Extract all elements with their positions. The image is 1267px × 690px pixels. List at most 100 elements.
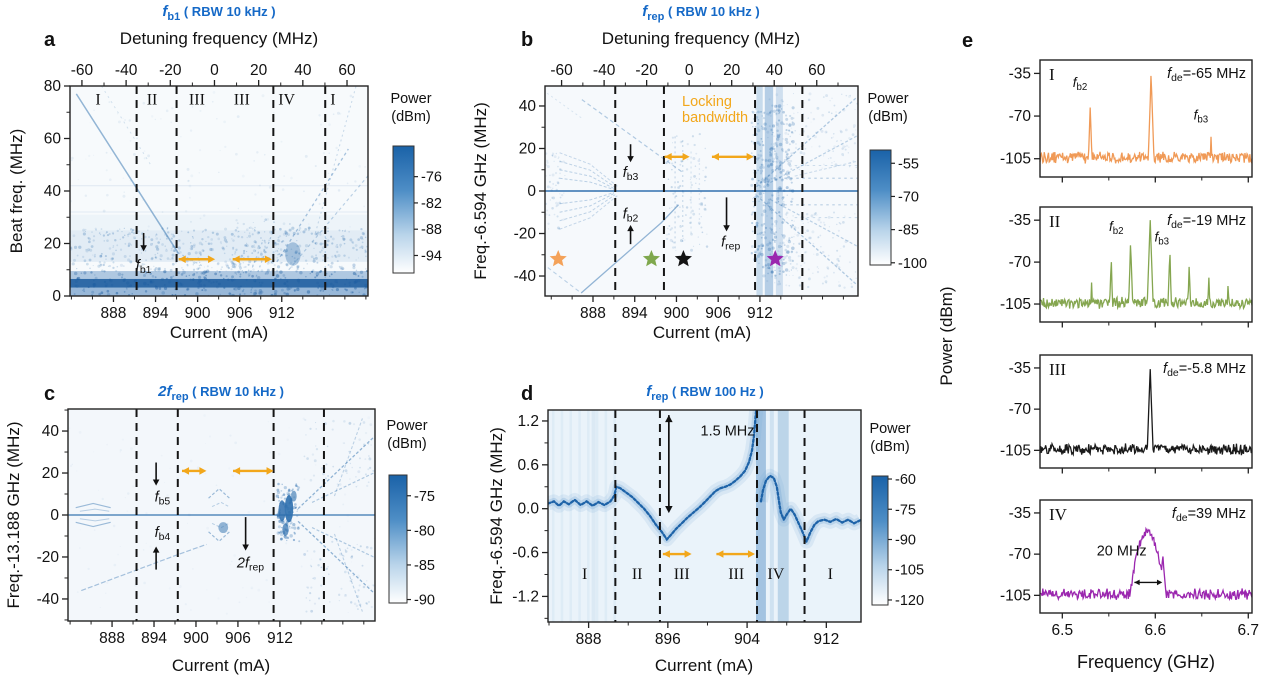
svg-text:900: 900 [183, 630, 209, 647]
svg-text:6.7: 6.7 [1237, 622, 1259, 639]
svg-text:fb2: fb2 [1109, 219, 1124, 237]
svg-text:40: 40 [294, 62, 312, 79]
svg-text:-70: -70 [1009, 401, 1032, 418]
svg-text:-40: -40 [593, 62, 616, 79]
svg-text:-88: -88 [421, 222, 442, 238]
svg-text:-40: -40 [37, 591, 60, 608]
svg-text:-90: -90 [414, 593, 435, 609]
svg-text:-70: -70 [898, 189, 919, 205]
svg-text:912: 912 [269, 305, 295, 322]
svg-text:1.5 MHz: 1.5 MHz [701, 424, 755, 440]
svg-text:fb4: fb4 [155, 525, 171, 543]
svg-text:888: 888 [576, 631, 602, 648]
svg-text:-75: -75 [414, 489, 435, 505]
svg-text:-85: -85 [898, 223, 919, 239]
svg-text:III: III [1049, 360, 1066, 379]
svg-text:912: 912 [267, 630, 293, 647]
svg-text:6.5: 6.5 [1052, 622, 1074, 639]
svg-text:fde=-5.8 MHz: fde=-5.8 MHz [1163, 361, 1246, 379]
svg-text:-105: -105 [1000, 296, 1031, 313]
svg-text:-20: -20 [635, 62, 658, 79]
svg-text:III: III [234, 91, 250, 108]
svg-text:20 MHz: 20 MHz [1097, 543, 1147, 559]
svg-text:900: 900 [664, 305, 690, 322]
svg-text:IV: IV [767, 566, 784, 583]
svg-text:-70: -70 [1009, 254, 1032, 271]
panel-b-title: frep ( RBW 10 kHz ) [642, 3, 760, 23]
panel-c-title: 2frep ( RBW 10 kHz ) [158, 383, 284, 403]
svg-text:-40: -40 [514, 268, 537, 285]
svg-text:-94: -94 [421, 248, 442, 264]
svg-text:888: 888 [101, 305, 127, 322]
panel-e-letter: e [962, 30, 974, 52]
svg-text:0.0: 0.0 [517, 501, 539, 518]
svg-text:0: 0 [52, 288, 61, 305]
svg-text:-0.6: -0.6 [512, 545, 539, 562]
svg-text:-120: -120 [895, 593, 924, 609]
svg-text:bandwidth: bandwidth [682, 110, 748, 126]
panel-c-x-label: Current (mA) [171, 656, 271, 675]
panel-d-y-label: Freq.-6.594 GHz (MHz) [487, 427, 506, 605]
panel-b-top-axis-label: Detuning frequency (MHz) [601, 29, 801, 48]
svg-text:40: 40 [42, 423, 60, 440]
panel-b-x-label: Current (mA) [652, 323, 752, 342]
svg-text:I: I [582, 566, 587, 583]
svg-text:-105: -105 [1000, 442, 1031, 459]
svg-text:fb3: fb3 [623, 165, 639, 183]
svg-text:II: II [1049, 212, 1061, 231]
panel-d-title: frep ( RBW 100 Hz ) [646, 383, 764, 403]
svg-text:-105: -105 [1000, 587, 1031, 604]
svg-text:II: II [147, 91, 158, 108]
svg-text:-20: -20 [159, 62, 182, 79]
svg-text:-35: -35 [1009, 65, 1031, 82]
svg-text:912: 912 [747, 305, 773, 322]
svg-text:I: I [1049, 65, 1055, 84]
svg-text:-85: -85 [414, 558, 435, 574]
svg-text:III: III [728, 566, 744, 583]
svg-text:IV: IV [278, 91, 295, 108]
svg-text:I: I [828, 566, 833, 583]
svg-text:894: 894 [143, 305, 169, 322]
svg-text:III: III [674, 566, 690, 583]
svg-text:60: 60 [338, 62, 356, 79]
svg-text:-60: -60 [550, 62, 573, 79]
panel-b-y-label: Freq.-6.594 GHz (MHz) [471, 102, 490, 280]
svg-text:II: II [632, 566, 643, 583]
svg-text:20: 20 [42, 465, 60, 482]
svg-text:-75: -75 [895, 502, 916, 518]
svg-text:-90: -90 [895, 532, 916, 548]
svg-text:-20: -20 [37, 549, 60, 566]
svg-text:2frep: 2frep [236, 555, 264, 573]
svg-text:20: 20 [44, 236, 62, 253]
svg-text:40: 40 [44, 183, 62, 200]
panel-a-title: fb1 ( RBW 10 kHz ) [162, 3, 276, 23]
svg-text:0.6: 0.6 [517, 457, 539, 474]
svg-text:-1.2: -1.2 [512, 588, 539, 605]
svg-text:fb5: fb5 [155, 489, 171, 507]
svg-text:40: 40 [766, 62, 784, 79]
panel-a-y-label: Beat freq. (MHz) [7, 128, 26, 254]
svg-text:IV: IV [1049, 505, 1068, 524]
svg-text:906: 906 [225, 630, 251, 647]
svg-text:20: 20 [519, 140, 537, 157]
svg-text:-40: -40 [115, 62, 138, 79]
svg-text:0: 0 [210, 62, 219, 79]
svg-text:fb2: fb2 [623, 207, 639, 225]
svg-text:fde=39 MHz: fde=39 MHz [1172, 506, 1246, 524]
panel-d-x-label: Current (mA) [654, 656, 754, 675]
svg-text:20: 20 [250, 62, 268, 79]
svg-text:fb3: fb3 [1155, 230, 1170, 248]
panel-d-letter: d [521, 383, 534, 405]
svg-text:-80: -80 [414, 523, 435, 539]
svg-text:-35: -35 [1009, 360, 1031, 377]
panel-c-colorbar-title: Power (dBm) [386, 418, 428, 453]
panel-a-top-axis-label: Detuning frequency (MHz) [119, 29, 319, 48]
svg-text:60: 60 [808, 62, 826, 79]
panel-c-y-label: Freq.-13.188 GHz (MHz) [4, 421, 23, 609]
svg-text:fde=-65 MHz: fde=-65 MHz [1167, 66, 1246, 84]
svg-text:-105: -105 [1000, 151, 1031, 168]
panel-d-colorbar-title: Power (dBm) [869, 421, 911, 456]
svg-text:888: 888 [580, 305, 606, 322]
